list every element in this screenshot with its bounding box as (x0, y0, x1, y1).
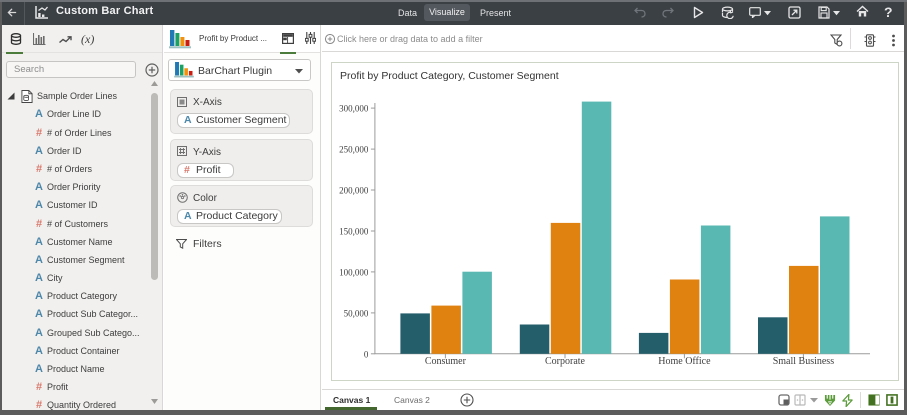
svg-text:0: 0 (364, 349, 369, 359)
svg-text:300,000: 300,000 (339, 104, 369, 114)
svg-text:Small Business: Small Business (773, 356, 835, 367)
svg-text:Home Office: Home Office (658, 356, 711, 367)
svg-text:Consumer: Consumer (425, 356, 467, 367)
svg-text:200,000: 200,000 (339, 186, 369, 196)
svg-text:150,000: 150,000 (339, 226, 369, 236)
svg-text:Corporate: Corporate (545, 356, 586, 367)
svg-text:100,000: 100,000 (339, 267, 369, 277)
svg-text:50,000: 50,000 (344, 308, 369, 318)
svg-text:250,000: 250,000 (339, 145, 369, 155)
